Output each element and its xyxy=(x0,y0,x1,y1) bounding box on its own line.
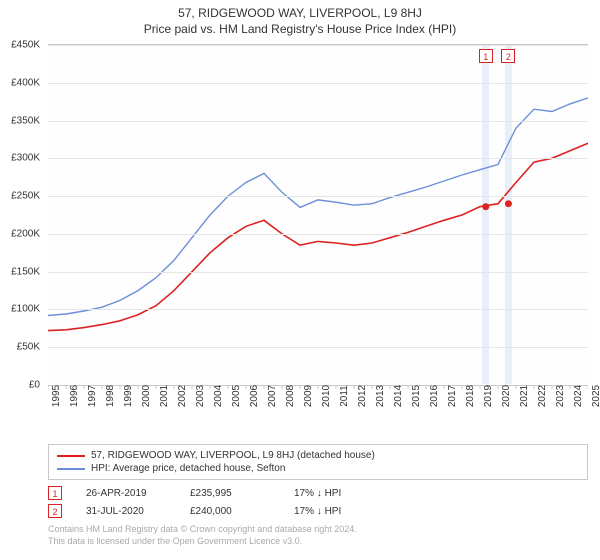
x-tick-label: 2024 xyxy=(573,385,584,407)
x-tick-label: 2022 xyxy=(537,385,548,407)
sale-price: £240,000 xyxy=(190,506,270,517)
x-tick-label: 2008 xyxy=(285,385,296,407)
y-tick-label: £450K xyxy=(11,40,40,51)
x-tick-label: 2005 xyxy=(231,385,242,407)
footer-note: Contains HM Land Registry data © Crown c… xyxy=(48,524,588,547)
gridline xyxy=(48,158,588,159)
legend-swatch xyxy=(57,455,85,457)
x-tick-label: 2004 xyxy=(213,385,224,407)
x-tick-label: 1999 xyxy=(123,385,134,407)
y-tick-label: £350K xyxy=(11,115,40,126)
y-tick-label: £0 xyxy=(29,380,40,391)
sale-badge-marker: 2 xyxy=(501,49,515,63)
x-tick-label: 2018 xyxy=(465,385,476,407)
x-tick-label: 2016 xyxy=(429,385,440,407)
sale-date: 26-APR-2019 xyxy=(86,488,166,499)
sale-badge: 1 xyxy=(48,486,62,500)
gridline xyxy=(48,272,588,273)
x-tick-label: 2015 xyxy=(411,385,422,407)
y-tick-label: £400K xyxy=(11,77,40,88)
gridline xyxy=(48,121,588,122)
legend-label: HPI: Average price, detached house, Seft… xyxy=(91,463,285,474)
footer-line: This data is licensed under the Open Gov… xyxy=(48,536,588,548)
x-tick-label: 2021 xyxy=(519,385,530,407)
title-block: 57, RIDGEWOOD WAY, LIVERPOOL, L9 8HJ Pri… xyxy=(0,0,600,36)
x-tick-label: 2001 xyxy=(159,385,170,407)
chart-title: 57, RIDGEWOOD WAY, LIVERPOOL, L9 8HJ xyxy=(0,6,600,20)
x-axis: 1995199619971998199920002001200220032004… xyxy=(48,390,588,430)
x-tick-label: 2017 xyxy=(447,385,458,407)
y-tick-label: £50K xyxy=(17,342,40,353)
x-tick-label: 2019 xyxy=(483,385,494,407)
legend-item: HPI: Average price, detached house, Seft… xyxy=(57,462,579,475)
sales-table: 1 26-APR-2019 £235,995 17% ↓ HPI 2 31-JU… xyxy=(48,484,588,520)
x-tick-label: 1995 xyxy=(51,385,62,407)
x-tick-label: 2025 xyxy=(591,385,600,407)
y-tick-label: £200K xyxy=(11,228,40,239)
sale-badge: 2 xyxy=(48,504,62,518)
sale-delta: 17% ↓ HPI xyxy=(294,488,374,499)
x-tick-label: 1997 xyxy=(87,385,98,407)
series-property xyxy=(48,143,588,330)
gridline xyxy=(48,45,588,46)
gridline xyxy=(48,309,588,310)
chart-subtitle: Price paid vs. HM Land Registry's House … xyxy=(0,22,600,36)
x-tick-label: 1998 xyxy=(105,385,116,407)
chart-container: 57, RIDGEWOOD WAY, LIVERPOOL, L9 8HJ Pri… xyxy=(0,0,600,560)
x-tick-label: 2000 xyxy=(141,385,152,407)
legend-swatch xyxy=(57,468,85,470)
sale-marker xyxy=(482,203,489,210)
legend-item: 57, RIDGEWOOD WAY, LIVERPOOL, L9 8HJ (de… xyxy=(57,449,579,462)
x-tick-label: 1996 xyxy=(69,385,80,407)
sale-marker xyxy=(505,200,512,207)
x-tick-label: 2023 xyxy=(555,385,566,407)
x-tick-label: 2013 xyxy=(375,385,386,407)
sale-date: 31-JUL-2020 xyxy=(86,506,166,517)
plot-area: £0£50K£100K£150K£200K£250K£300K£350K£400… xyxy=(48,44,588,384)
gridline xyxy=(48,234,588,235)
x-tick-label: 2014 xyxy=(393,385,404,407)
x-tick-label: 2003 xyxy=(195,385,206,407)
sale-delta: 17% ↓ HPI xyxy=(294,506,374,517)
y-axis: £0£50K£100K£150K£200K£250K£300K£350K£400… xyxy=(0,45,44,384)
gridline xyxy=(48,83,588,84)
sale-price: £235,995 xyxy=(190,488,270,499)
sales-row: 2 31-JUL-2020 £240,000 17% ↓ HPI xyxy=(48,502,588,520)
x-tick-label: 2009 xyxy=(303,385,314,407)
sale-badge-marker: 1 xyxy=(479,49,493,63)
x-tick-label: 2012 xyxy=(357,385,368,407)
x-tick-label: 2006 xyxy=(249,385,260,407)
x-tick-label: 2010 xyxy=(321,385,332,407)
y-tick-label: £150K xyxy=(11,266,40,277)
y-tick-label: £250K xyxy=(11,191,40,202)
x-tick-label: 2007 xyxy=(267,385,278,407)
sales-row: 1 26-APR-2019 £235,995 17% ↓ HPI xyxy=(48,484,588,502)
plot-svg xyxy=(48,45,588,390)
legend-label: 57, RIDGEWOOD WAY, LIVERPOOL, L9 8HJ (de… xyxy=(91,450,375,461)
footer-line: Contains HM Land Registry data © Crown c… xyxy=(48,524,588,536)
x-tick-label: 2011 xyxy=(339,385,350,407)
gridline xyxy=(48,196,588,197)
gridline xyxy=(48,347,588,348)
y-tick-label: £100K xyxy=(11,304,40,315)
x-tick-label: 2020 xyxy=(501,385,512,407)
y-tick-label: £300K xyxy=(11,153,40,164)
legend: 57, RIDGEWOOD WAY, LIVERPOOL, L9 8HJ (de… xyxy=(48,444,588,480)
x-tick-label: 2002 xyxy=(177,385,188,407)
